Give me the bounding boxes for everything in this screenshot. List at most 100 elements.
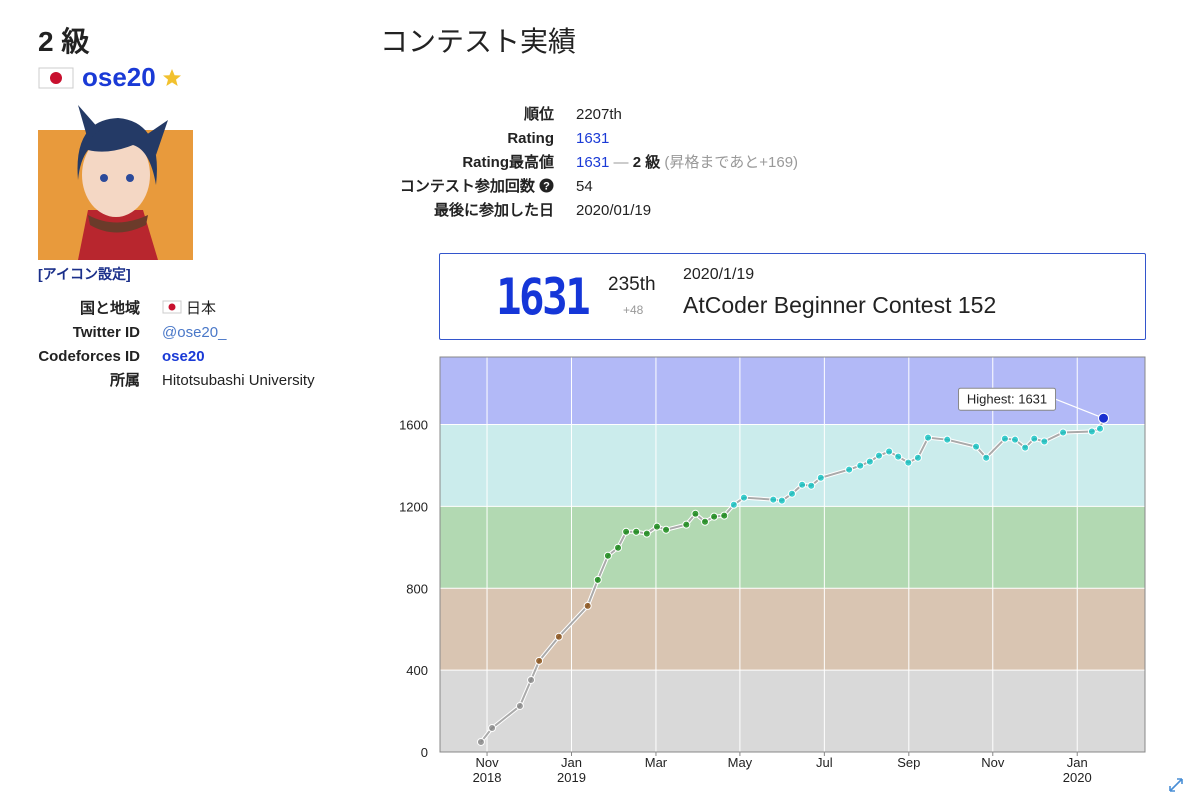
contest-count: 54 [576, 178, 593, 195]
rating-point [729, 500, 738, 509]
row-label: 最後に参加した日 [433, 202, 554, 219]
rating-point [1087, 427, 1096, 436]
rating-point [662, 525, 671, 534]
x-tick-year: 2018 [473, 770, 502, 785]
label-text: コンテスト参加回数 [399, 178, 535, 195]
rating-point [1000, 434, 1009, 443]
rating-point [476, 737, 485, 746]
latest-date: 2020/1/19 [683, 266, 755, 283]
row-label: 国と地域 [80, 300, 141, 317]
flag-icon [38, 67, 74, 88]
latest-contest-name[interactable]: AtCoder Beginner Contest 152 [683, 292, 997, 318]
rating-point [924, 433, 933, 442]
rating-point [652, 522, 661, 531]
row-label: Rating [507, 130, 554, 147]
rating-point [603, 551, 612, 560]
profile-table: 国と地域 日本 Twitter ID @ose20_ Codeforces ID os… [38, 297, 332, 393]
rating-point [1030, 434, 1039, 443]
row-label: コンテスト参加回数 ? [380, 175, 576, 199]
username[interactable]: ose20 [82, 62, 156, 92]
rating-point [1095, 424, 1104, 433]
x-tick-label: Jan [1067, 755, 1088, 770]
rating-point [622, 527, 631, 536]
rating-point [807, 481, 816, 490]
grade: 2 級 [38, 26, 90, 57]
star-icon [162, 68, 181, 86]
highest-label: Highest: 1631 [967, 392, 1047, 407]
svg-text:?: ? [543, 181, 550, 193]
rating-point [515, 701, 524, 710]
rating-point [554, 632, 563, 641]
profile-header: 2 級 ose20 [38, 20, 184, 93]
x-tick-label: Nov [981, 755, 1005, 770]
rating: 1631 [576, 130, 610, 147]
y-tick-label: 0 [421, 745, 428, 760]
promotion-note: (昇格まであと+169) [664, 154, 799, 171]
rating-point [682, 520, 691, 529]
last-date: 2020/01/19 [576, 202, 652, 219]
x-tick-label: Jul [816, 755, 833, 770]
rating-point [527, 675, 536, 684]
rating-point [593, 575, 602, 584]
twitter-link[interactable]: @ose20_ [162, 324, 227, 341]
rating-point [845, 465, 854, 474]
codeforces-link[interactable]: ose20 [162, 348, 205, 365]
expand-icon[interactable] [1167, 776, 1185, 794]
rating-point [972, 442, 981, 451]
x-tick-year: 2019 [557, 770, 586, 785]
row-label: Codeforces ID [38, 348, 141, 365]
latest-rating: 1631 [496, 268, 591, 326]
highest-pointer [1055, 398, 1104, 419]
row-label: 所属 [110, 372, 141, 389]
flag-icon [162, 300, 182, 314]
contest-table: 順位 2207th Rating 1631 Rating最高値 1631 — 2 級 … [380, 103, 798, 223]
x-tick-year: 2020 [1063, 770, 1092, 785]
rating-point [739, 493, 748, 502]
profile-row: Twitter ID @ose20_ [38, 321, 332, 345]
row-value: 日本 [162, 297, 332, 321]
user-line: ose20 [38, 62, 184, 93]
y-tick-label: 1200 [399, 499, 428, 514]
profile-row: 所属 Hitotsubashi University [38, 369, 332, 393]
latest-rank: 235th [608, 274, 656, 295]
rating-point [1021, 443, 1030, 452]
rating-point [720, 511, 729, 520]
country: 日本 [186, 300, 217, 317]
rating-point [816, 473, 825, 482]
rating-band [440, 588, 1145, 671]
x-tick-label: May [728, 755, 753, 770]
rating-point [777, 496, 786, 505]
y-tick-label: 800 [406, 581, 428, 596]
rating-band [440, 670, 1145, 752]
rating-point [982, 453, 991, 462]
highest-tooltip [958, 387, 1057, 411]
rank: 2207th [576, 106, 622, 123]
rating-point [904, 458, 913, 467]
dash: — [613, 154, 629, 171]
rating-point [614, 543, 623, 552]
highest-point [1098, 412, 1110, 424]
rating-point [787, 489, 796, 498]
rating-band [440, 506, 1145, 589]
rating-point [798, 480, 807, 489]
profile-row: 国と地域 日本 [38, 297, 332, 321]
plot-frame [439, 356, 1146, 753]
icon-settings-link[interactable]: [アイコン設定] [38, 266, 131, 282]
x-tick-label: Jan [561, 755, 582, 770]
affiliation: Hitotsubashi University [162, 372, 315, 389]
rating-point [894, 452, 903, 461]
rating-point [710, 512, 719, 521]
help-icon[interactable]: ? [539, 178, 554, 193]
row-label: Twitter ID [72, 324, 141, 341]
max-rating: 1631 [576, 154, 610, 171]
rating-point [856, 461, 865, 470]
x-tick-label: Sep [897, 755, 920, 770]
latest-contest-box: 1631 235th +48 2020/1/19 AtCoder Beginne… [439, 253, 1146, 340]
rating-point [535, 656, 544, 665]
rating-point [701, 517, 710, 526]
rating-point [583, 601, 592, 610]
y-tick-label: 1600 [399, 418, 428, 433]
section-title: コンテスト実績 [380, 26, 577, 57]
